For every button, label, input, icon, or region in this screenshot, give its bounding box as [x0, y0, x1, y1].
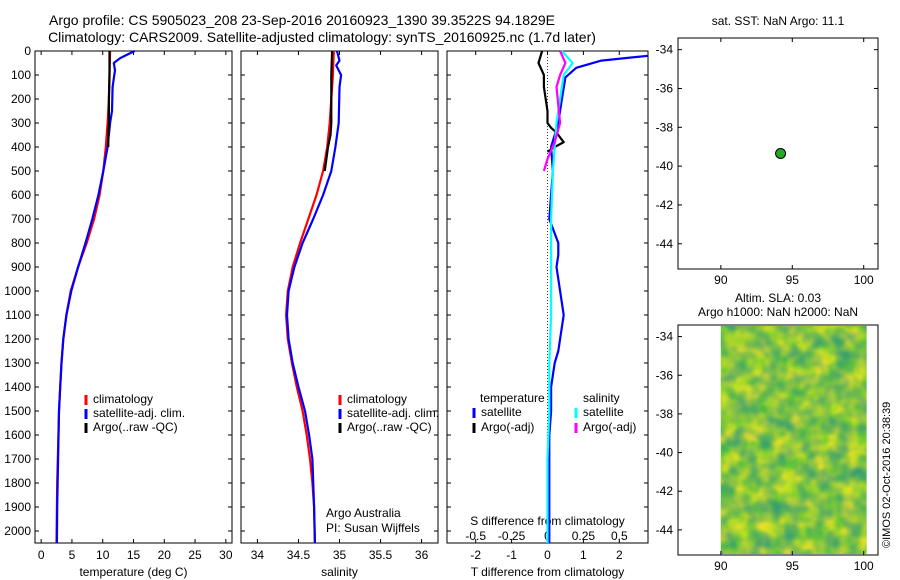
panel-1-xtick-label: 34.5 [287, 548, 311, 562]
legend-t-argo-label: Argo(-adj) [481, 420, 534, 434]
map-bottom-xtick-label: 100 [854, 559, 874, 573]
depth-tick-label: 600 [11, 188, 31, 202]
panel-2-xtick2-label: -0.25 [498, 529, 526, 543]
map-bottom-xtick-label: 95 [786, 559, 800, 573]
depth-tick-label: 1000 [4, 284, 31, 298]
depth-tick-label: 900 [11, 260, 31, 274]
panel-2-series-0 [548, 54, 649, 543]
legend-temperature-header: temperature [480, 391, 545, 405]
map-bottom-ytick-label: -38 [656, 407, 674, 421]
map-top-xtick-label: 100 [854, 273, 874, 287]
depth-tick-label: 1300 [4, 356, 31, 370]
panel-2-series-3 [542, 50, 567, 172]
legend-0-argo-label: Argo(..raw -QC) [93, 420, 178, 434]
panel-2-xtick2-label: 0.25 [572, 529, 596, 543]
panel-1-xlabel: salinity [321, 565, 358, 579]
panel-0-xtick-label: 15 [127, 548, 141, 562]
panel-2-xtick-label: -2 [470, 548, 481, 562]
panel-2-xtick-label: -1 [506, 548, 517, 562]
panel-0-series-1 [55, 50, 136, 544]
credit-pi: PI: Susan Wijffels [326, 521, 420, 535]
panel-2-xtick-label: 1 [580, 548, 587, 562]
legend-s-argo-label: Argo(-adj) [583, 420, 636, 434]
map-top-xtick-label: 95 [786, 273, 800, 287]
panel-2-xtick2-label: 0.5 [611, 529, 628, 543]
panel-2-xtick2-label: -0.5 [465, 529, 486, 543]
map-bottom-ytick-label: -34 [656, 330, 674, 344]
map-top-ytick-label: -38 [656, 120, 674, 134]
panel-0-xtick-label: 30 [219, 548, 233, 562]
map-bottom-xtick-label: 90 [714, 559, 728, 573]
depth-tick-label: 1800 [4, 476, 31, 490]
panel-1-series-1 [285, 50, 343, 544]
depth-tick-label: 300 [11, 116, 31, 130]
figure-title-line2: Climatology: CARS2009. Satellite-adjuste… [48, 29, 596, 45]
map-top-ytick-label: -42 [656, 198, 674, 212]
panel-1-xtick-label: 36 [415, 548, 429, 562]
legend-s-satellite-label: satellite [583, 405, 624, 419]
map-bottom-title1: Altim. SLA: 0.03 [734, 291, 822, 305]
panel-0-frame [34, 50, 233, 544]
legend-1-climatology-label: climatology [347, 392, 407, 406]
map-top-xtick-label: 90 [714, 273, 728, 287]
panel-0-xtick-label: 25 [188, 548, 202, 562]
legend-1-satellite-label: satellite-adj. clim. [347, 406, 439, 420]
map-bottom-ytick-label: -36 [656, 368, 674, 382]
panel-0-xtick-label: 0 [38, 548, 45, 562]
panel-2-xtick-label: 0 [544, 548, 551, 562]
depth-tick-label: 1900 [4, 500, 31, 514]
panel-1-xtick-label: 35 [333, 548, 347, 562]
depth-tick-label: 2000 [4, 524, 31, 538]
map-bottom-ytick-label: -40 [656, 446, 674, 460]
depth-tick-label: 500 [11, 164, 31, 178]
panel-1-xtick-label: 34 [251, 548, 265, 562]
panel-0-xtick-label: 20 [158, 548, 172, 562]
panel-2-series-1 [537, 50, 565, 153]
panel-2-series-2 [546, 50, 574, 543]
legend-0-climatology-label: climatology [93, 392, 153, 406]
panel-2-xtick-label: 2 [616, 548, 623, 562]
panel-0-xtick-label: 10 [96, 548, 110, 562]
depth-tick-label: 1200 [4, 332, 31, 346]
map-top-ytick-label: -36 [656, 81, 674, 95]
legend-1-argo-label: Argo(..raw -QC) [347, 420, 432, 434]
panel-0-xtick-label: 5 [69, 548, 76, 562]
sla-lows [720, 326, 867, 554]
map-top-ytick-label: -34 [656, 43, 674, 57]
panel-2-xlabel: T difference from climatology [471, 565, 625, 579]
map-bottom-title2: Argo h1000: NaN h2000: NaN [697, 305, 859, 319]
map-bottom-ytick-label: -44 [656, 523, 674, 537]
legend-t-satellite-label: satellite [481, 405, 522, 419]
depth-tick-label: 1700 [4, 452, 31, 466]
figure-title-line1: Argo profile: CS 5905023_208 23-Sep-2016… [49, 12, 555, 28]
panel-1-series-2 [323, 50, 334, 172]
panel-0-series-2 [107, 51, 111, 147]
depth-tick-label: 200 [11, 92, 31, 106]
map-top-ytick-label: -44 [656, 237, 674, 251]
legend-0-satellite-label: satellite-adj. clim. [93, 406, 185, 420]
depth-tick-label: 0 [24, 44, 31, 58]
argo-float-marker [775, 148, 787, 159]
map-bottom-ytick-label: -42 [656, 484, 674, 498]
credit-org: Argo Australia [326, 506, 401, 520]
map-top-title: sat. SST: NaN Argo: 11.1 [711, 14, 845, 28]
map-top-ytick-label: -40 [656, 159, 674, 173]
panel-0-xlabel: temperature (deg C) [79, 565, 187, 579]
depth-tick-label: 1100 [5, 308, 31, 322]
depth-tick-label: 1500 [4, 404, 31, 418]
depth-tick-label: 400 [11, 140, 31, 154]
depth-tick-label: 700 [11, 212, 31, 226]
panel-1-xtick-label: 35.5 [369, 548, 393, 562]
sla-field [720, 326, 867, 554]
depth-tick-label: 100 [11, 68, 31, 82]
depth-tick-label: 1400 [4, 380, 31, 394]
legend-salinity-header: salinity [583, 391, 620, 405]
depth-tick-label: 800 [11, 236, 31, 250]
depth-tick-label: 1600 [4, 428, 31, 442]
